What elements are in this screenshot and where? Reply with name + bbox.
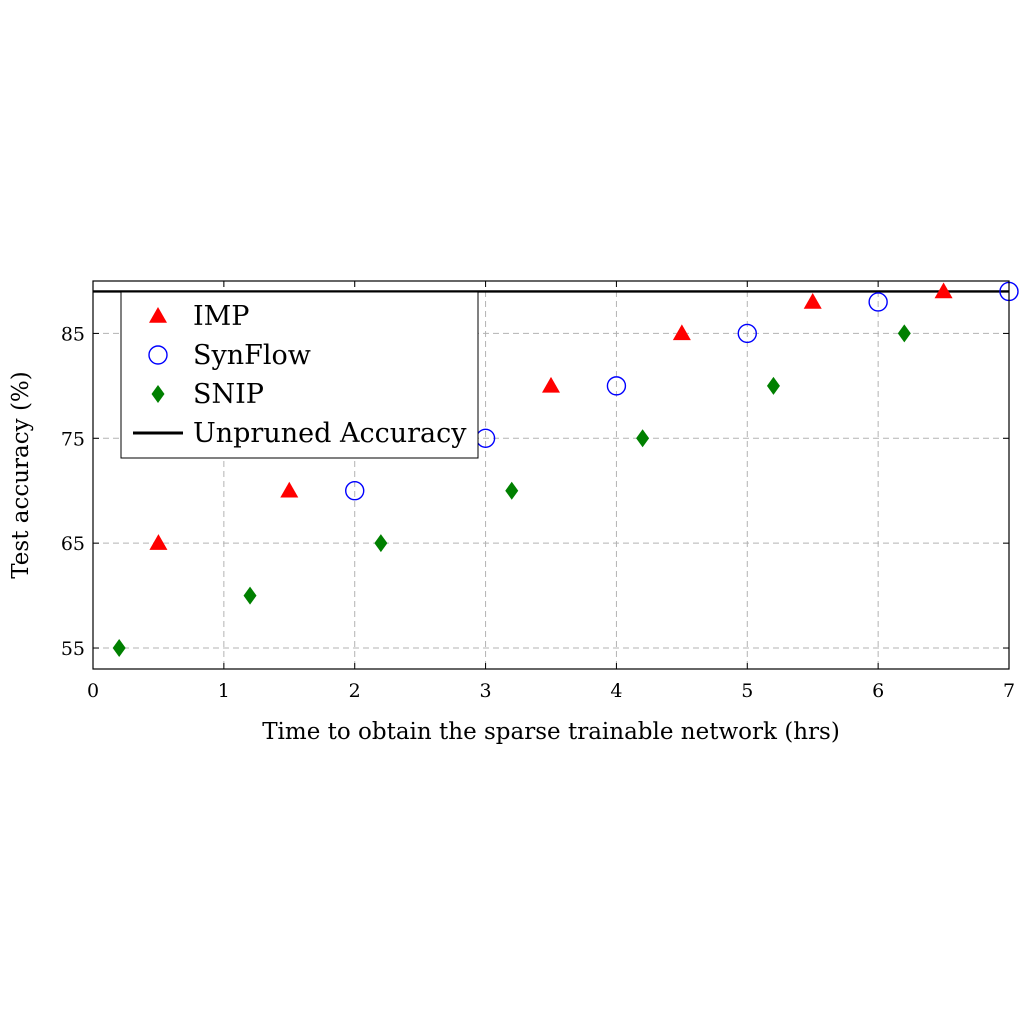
snip-point	[243, 586, 257, 605]
imp-point	[149, 534, 168, 550]
legend-entry-synflow: SynFlow	[148, 340, 311, 371]
legend-label: SynFlow	[193, 340, 311, 371]
synflow-point	[345, 481, 365, 501]
legend: IMP SynFlow SNIP Unpruned Accuracy	[120, 291, 479, 459]
legend-entry-unpruned-accuracy: Unpruned Accuracy	[133, 418, 467, 449]
snip-point	[897, 324, 911, 343]
snip-point	[766, 376, 780, 395]
legend-box	[120, 291, 479, 459]
imp-point	[672, 324, 691, 341]
x-tick-label: 3	[480, 680, 492, 702]
y-tick-label: 75	[61, 428, 85, 450]
y-axis-title: Test accuracy (%)	[8, 371, 34, 579]
x-tick-label: 7	[1003, 680, 1015, 702]
x-tick-label: 0	[87, 680, 99, 702]
snip-point	[112, 639, 126, 658]
plot-frame	[92, 280, 1010, 670]
synflow-point	[737, 323, 757, 344]
legend-label: Unpruned Accuracy	[193, 418, 467, 449]
snip-point	[374, 534, 388, 553]
legend-marker-swatch	[148, 345, 168, 365]
y-tick-label: 85	[61, 323, 85, 345]
x-tick-label: 1	[218, 680, 230, 702]
x-tick-label: 4	[610, 680, 622, 702]
legend-entry-imp: IMP	[149, 301, 249, 332]
series-snip	[112, 324, 911, 658]
x-tick-label: 5	[741, 680, 753, 702]
legend-marker-swatch	[151, 385, 165, 403]
legend-entry-snip: SNIP	[151, 379, 264, 410]
legend-marker-swatch	[149, 307, 167, 323]
imp-point	[542, 376, 560, 393]
y-tick-label: 55	[61, 638, 85, 660]
data-marks	[112, 281, 1019, 658]
legend-label: SNIP	[193, 379, 264, 410]
snip-point	[636, 429, 650, 448]
imp-point	[934, 282, 953, 299]
y-tick-label: 65	[61, 533, 85, 555]
legend-label: IMP	[193, 301, 249, 332]
synflow-point	[868, 292, 888, 312]
x-axis-title: Time to obtain the sparse trainable netw…	[262, 719, 840, 745]
imp-point	[803, 292, 822, 309]
x-tick-label: 6	[872, 680, 884, 702]
synflow-point	[606, 376, 627, 396]
x-tick-label: 2	[349, 680, 361, 702]
snip-point	[505, 481, 519, 500]
axis-ticks: 0 1 2 3 4 5 6 7 55 65 75 85	[61, 281, 1015, 702]
series-imp	[149, 282, 953, 550]
imp-point	[280, 481, 299, 498]
